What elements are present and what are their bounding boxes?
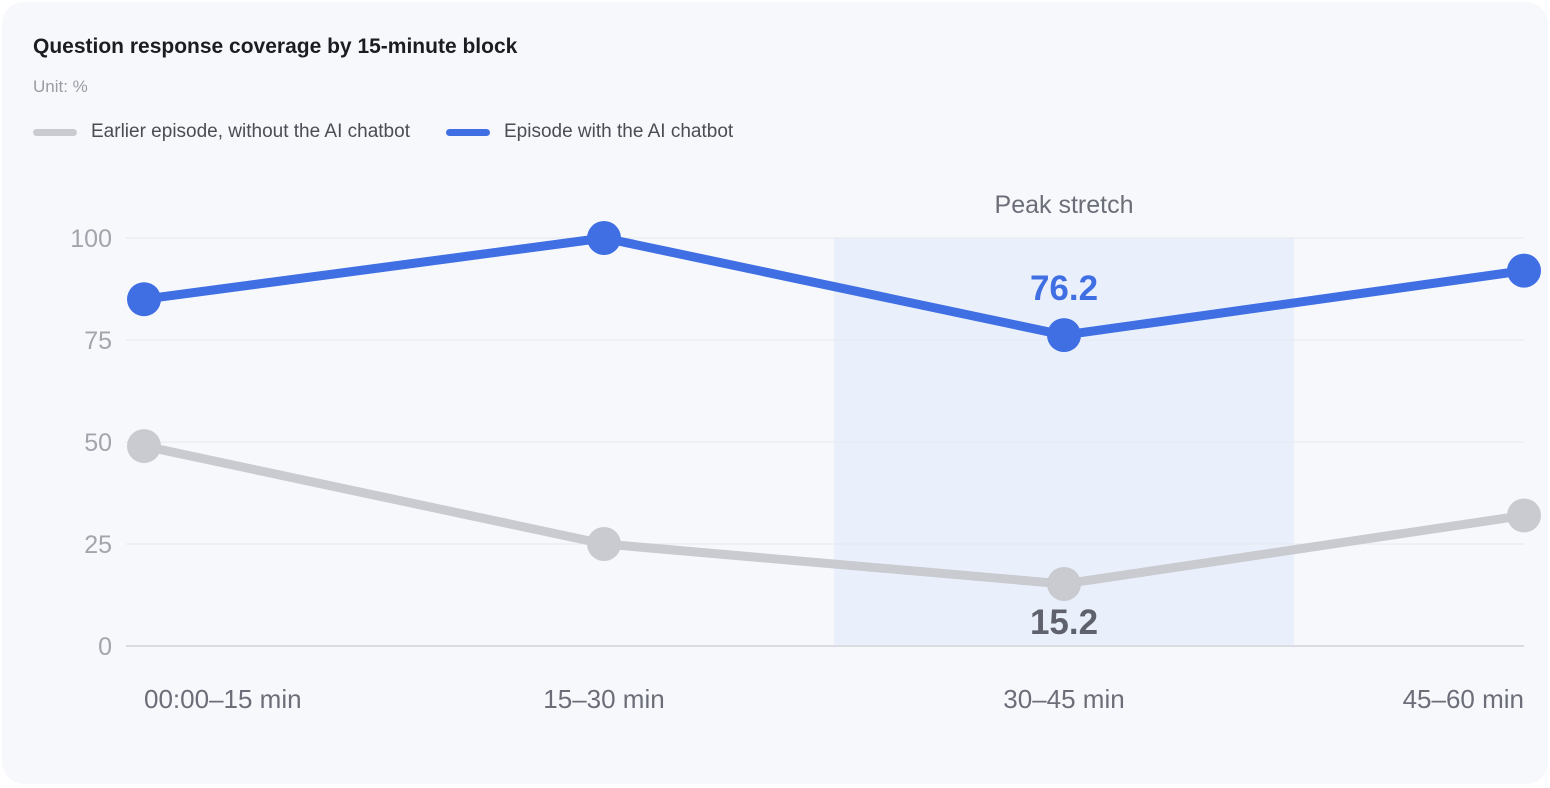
- series-line-0: [139, 441, 1529, 589]
- legend-swatch-with-chatbot: [445, 128, 490, 136]
- data-point: [1507, 498, 1541, 533]
- x-tick-label: 45–60 min: [1403, 684, 1524, 714]
- data-point: [127, 282, 161, 317]
- data-label: 76.2: [1030, 269, 1098, 308]
- legend-swatch-without-chatbot: [33, 128, 77, 136]
- x-tick-label: 30–45 min: [1003, 684, 1124, 714]
- legend-label-without-chatbot: Earlier episode, without the AI chatbot: [91, 121, 410, 142]
- data-point: [1047, 318, 1081, 353]
- legend: Earlier episode, without the AI chatbot …: [33, 121, 769, 143]
- y-tick-label: 25: [84, 531, 112, 559]
- x-tick-label: 15–30 min: [543, 684, 664, 714]
- data-point: [587, 527, 621, 561]
- y-tick-label: 75: [84, 327, 112, 355]
- data-point: [1507, 253, 1541, 288]
- chart-subtitle: Unit: %: [33, 77, 88, 96]
- x-tick-label: 00:00–15 min: [144, 684, 302, 714]
- chart-title: Question response coverage by 15-minute …: [33, 35, 518, 58]
- legend-item-with-chatbot: Episode with the AI chatbot: [445, 121, 734, 143]
- data-point: [587, 221, 621, 255]
- data-label: 15.2: [1030, 603, 1098, 642]
- data-point: [127, 429, 161, 464]
- highlight-label: Peak stretch: [995, 191, 1134, 219]
- series-line-1: [139, 233, 1529, 340]
- legend-label-with-chatbot: Episode with the AI chatbot: [503, 121, 734, 142]
- legend-item-without-chatbot: Earlier episode, without the AI chatbot: [33, 121, 410, 143]
- data-point: [1047, 566, 1081, 601]
- y-tick-label: 0: [98, 633, 112, 661]
- y-tick-label: 50: [84, 429, 112, 457]
- y-tick-label: 100: [70, 225, 112, 253]
